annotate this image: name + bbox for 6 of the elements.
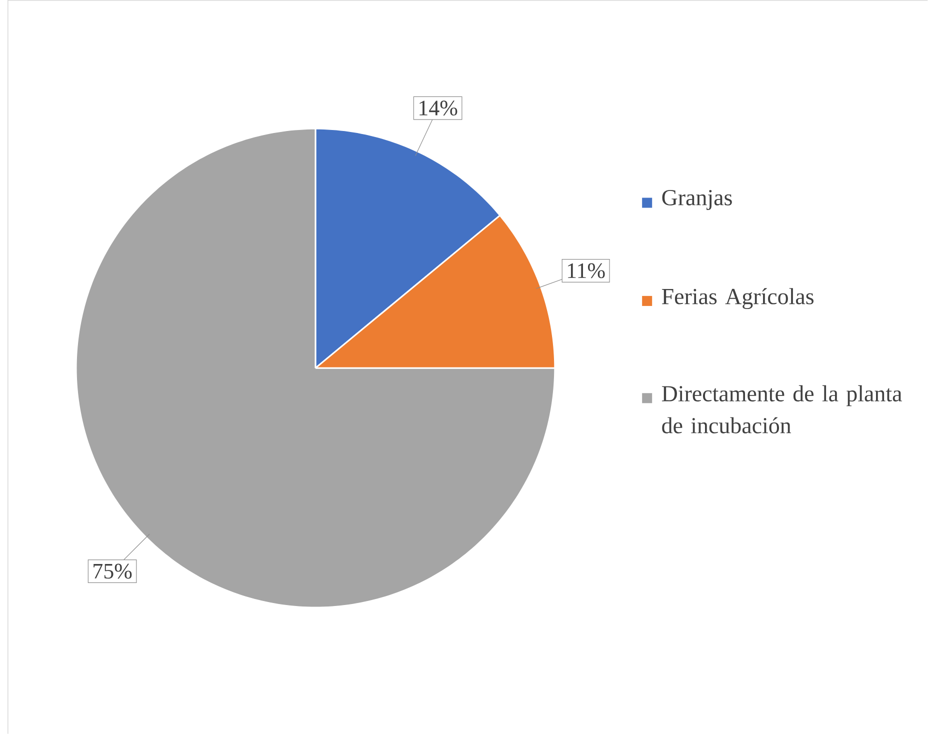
- legend-label: Granjas: [662, 190, 732, 210]
- legend-label: Ferias Agrícolas: [662, 288, 814, 309]
- legend-label: Directamente de la planta de incubación: [662, 385, 902, 434]
- data-label: 75%: [94, 564, 132, 579]
- data-label: 11%: [568, 263, 605, 278]
- data-label: 14%: [420, 100, 458, 116]
